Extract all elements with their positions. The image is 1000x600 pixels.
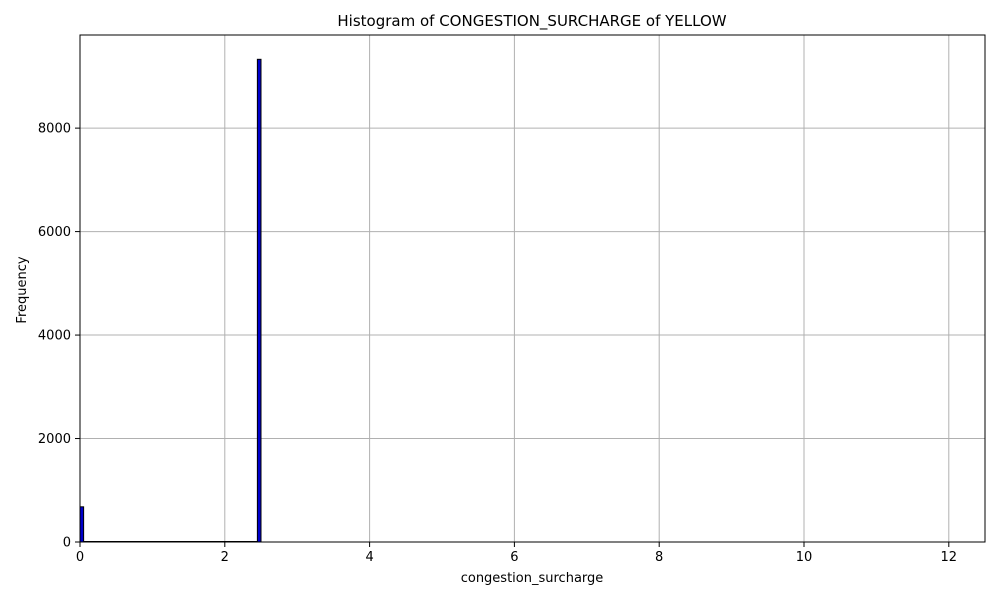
x-tick-label: 2 bbox=[221, 550, 229, 565]
y-tick-label: 6000 bbox=[38, 225, 71, 240]
x-axis-ticks: 0 2 4 6 8 10 12 bbox=[76, 542, 957, 565]
x-tick-label: 4 bbox=[365, 550, 373, 565]
x-tick-label: 0 bbox=[76, 550, 84, 565]
chart-title: Histogram of CONGESTION_SURCHARGE of YEL… bbox=[337, 12, 726, 31]
x-tick-label: 12 bbox=[941, 550, 958, 565]
histogram-bar bbox=[256, 58, 262, 543]
y-tick-label: 2000 bbox=[38, 432, 71, 447]
histogram-bar bbox=[79, 506, 85, 543]
y-tick-label: 8000 bbox=[38, 122, 71, 137]
x-tick-label: 8 bbox=[655, 550, 663, 565]
x-tick-label: 6 bbox=[510, 550, 518, 565]
plot-frame bbox=[79, 34, 986, 543]
x-tick-label: 10 bbox=[796, 550, 813, 565]
grid-lines bbox=[79, 35, 985, 543]
x-axis-label: congestion_surcharge bbox=[461, 571, 604, 586]
y-tick-label: 4000 bbox=[38, 329, 71, 344]
y-tick-label: 0 bbox=[63, 536, 71, 551]
y-axis-label: Frequency bbox=[15, 256, 30, 323]
y-axis-ticks: 0 2000 4000 6000 8000 bbox=[38, 122, 80, 551]
